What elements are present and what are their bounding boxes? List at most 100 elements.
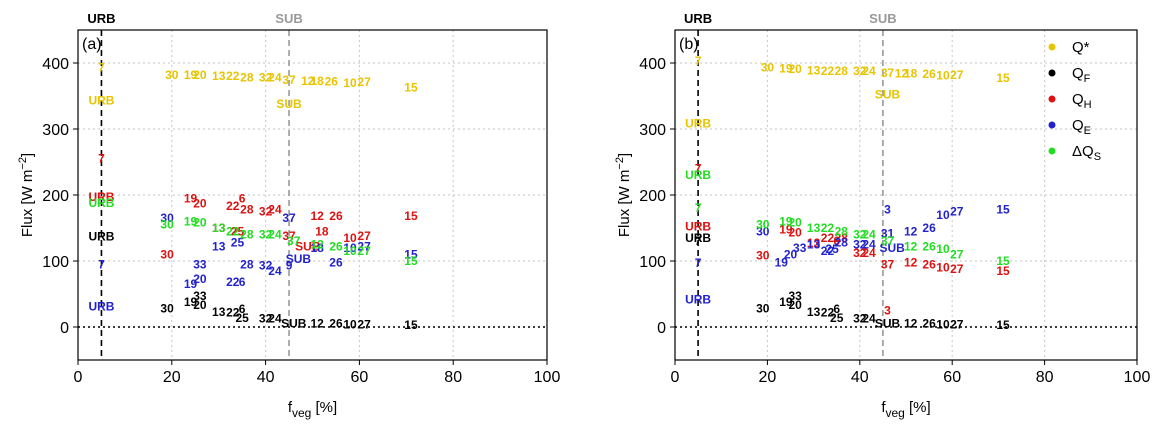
data-point: 24 <box>862 228 876 242</box>
data-point: 28 <box>835 236 849 250</box>
y-tick-label: 400 <box>639 56 666 73</box>
data-point: 7 <box>695 234 702 248</box>
data-point: 6 <box>239 302 246 316</box>
y-axis-title: Flux [W m−2] <box>614 153 633 237</box>
data-point: 13 <box>212 69 226 83</box>
data-point: 15 <box>404 247 418 261</box>
y-tick-label: 0 <box>657 320 666 337</box>
data-point: 24 <box>862 246 876 260</box>
data-point: 19 <box>184 68 198 82</box>
data-point: 20 <box>193 272 207 286</box>
data-point: 30 <box>756 224 770 238</box>
data-point: SUB <box>276 97 302 111</box>
data-point: 15 <box>404 254 418 268</box>
data-point: URB <box>685 231 711 245</box>
data-point: 10 <box>936 69 950 83</box>
ref-label-urb: URB <box>87 11 115 26</box>
data-point: 26 <box>922 317 936 331</box>
data-point: 7 <box>98 152 105 166</box>
data-point: 37 <box>282 73 296 87</box>
data-point: 19 <box>775 255 789 269</box>
data-point: 15 <box>996 71 1010 85</box>
legend-marker <box>1048 147 1056 155</box>
data-point: 19 <box>184 191 198 205</box>
data-point: 26 <box>325 74 339 88</box>
ref-label-urb: URB <box>684 11 712 26</box>
data-point: 19 <box>779 61 793 75</box>
data-point: 19 <box>184 277 198 291</box>
data-point: 26 <box>329 209 343 223</box>
data-point: 10 <box>936 261 950 275</box>
x-tick-label: 0 <box>74 369 83 386</box>
data-point: 15 <box>404 80 418 94</box>
data-point: 19 <box>779 214 793 228</box>
legend-entry: QH <box>1072 91 1092 111</box>
data-point: 28 <box>240 257 254 271</box>
y-tick-label: 300 <box>42 122 69 139</box>
x-tick-label: 80 <box>444 369 462 386</box>
data-point: URB <box>685 168 711 182</box>
legend-marker <box>1048 43 1056 51</box>
data-point: 22 <box>226 69 240 83</box>
data-point: 30 <box>756 218 770 232</box>
legend-marker <box>1048 95 1056 103</box>
x-tick-label: 0 <box>671 369 680 386</box>
data-point: 30 <box>160 211 174 225</box>
data-point: 12 <box>904 224 918 238</box>
legend: Q* QF QH QE ΔQS <box>1048 39 1101 163</box>
y-tick-label: 300 <box>639 122 666 139</box>
y-tick-label: 100 <box>42 254 69 271</box>
data-point: 10 <box>343 244 357 258</box>
data-point: 13 <box>212 239 226 253</box>
data-point: 24 <box>862 64 876 78</box>
data-point: 7 <box>695 162 702 176</box>
data-point: 30 <box>160 218 174 232</box>
data-point: 13 <box>212 305 226 319</box>
y-tick-label: 200 <box>639 188 666 205</box>
data-point: 28 <box>835 224 849 238</box>
data-point: 10 <box>343 231 357 245</box>
data-point: 32 <box>853 246 867 260</box>
data-point: 26 <box>329 255 343 269</box>
data-point: 26 <box>329 239 343 253</box>
data-point: 37 <box>881 66 895 80</box>
panel-label: (b) <box>679 36 699 53</box>
data-point: 20 <box>788 298 802 312</box>
data-point: 28 <box>240 228 254 242</box>
data-point: 27 <box>357 317 371 331</box>
data-point: 18 <box>315 224 329 238</box>
data-point: 37 <box>282 211 296 225</box>
data-point: SUB <box>281 317 307 331</box>
data-point: 15 <box>996 203 1010 217</box>
x-axis-title: fveg [%] <box>881 399 930 420</box>
data-point: 15 <box>996 254 1010 268</box>
data-point: 3 <box>884 203 891 217</box>
y-tick-label: 0 <box>60 320 69 337</box>
data-point: 37 <box>287 234 301 248</box>
data-point: 32 <box>259 311 273 325</box>
data-point: 24 <box>268 71 282 85</box>
data-point: 12 <box>301 74 315 88</box>
data-point: 12 <box>311 317 325 331</box>
data-point: 12 <box>311 238 325 252</box>
data-point: 27 <box>950 247 964 261</box>
data-point: 24 <box>268 203 282 217</box>
data-point: 27 <box>357 229 371 243</box>
legend-marker <box>1048 121 1056 129</box>
x-tick-label: 40 <box>851 369 869 386</box>
data-point: URB <box>685 292 711 306</box>
data-point: 32 <box>853 228 867 242</box>
data-point: 32 <box>259 71 273 85</box>
data-point: 10 <box>936 317 950 331</box>
data-point: 22 <box>821 231 835 245</box>
data-point: SUB <box>879 241 905 255</box>
data-point: 7 <box>98 257 105 271</box>
data-point: URB <box>685 220 711 234</box>
data-point: 37 <box>881 257 895 271</box>
data-point: 20 <box>784 247 798 261</box>
data-point: 30 <box>165 68 179 82</box>
